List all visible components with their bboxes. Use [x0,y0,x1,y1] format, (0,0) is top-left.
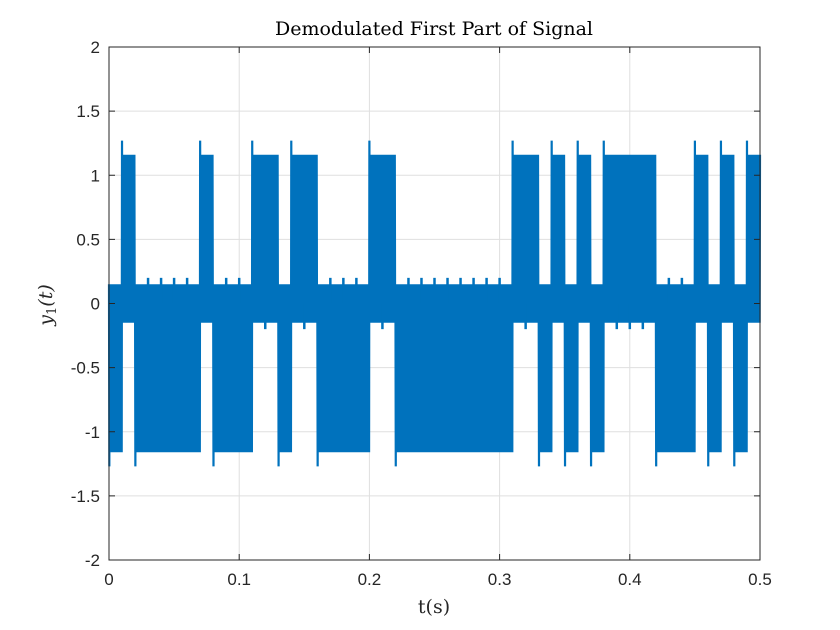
x-tick-label: 0 [104,570,113,589]
x-axis-label: t(s) [418,596,450,618]
y-axis-label-subscript: 1 [45,307,60,315]
x-tick-label: 0.4 [618,570,642,589]
chart-title: Demodulated First Part of Signal [275,18,593,40]
x-tick-label: 0.3 [488,570,512,589]
y-tick-label: 1 [91,166,100,185]
y-tick-label: 1.5 [76,102,100,121]
y-tick-label: 2 [91,38,100,57]
y-tick-label: -1 [85,423,100,442]
y-tick-label: -0.5 [71,359,100,378]
x-tick-label: 0.5 [748,570,772,589]
y-tick-label: 0 [91,295,100,314]
x-tick-label: 0.2 [358,570,382,589]
y-tick-labels: -2 -1.5 -1 -0.5 0 0.5 1 1.5 2 [71,38,100,570]
x-tick-labels: 0 0.1 0.2 0.3 0.4 0.5 [104,570,772,589]
x-tick-label: 0.1 [227,570,251,589]
y-tick-label: 0.5 [76,230,100,249]
y-axis-label-symbol: y [35,315,57,327]
y-tick-label: -1.5 [71,487,100,506]
y-axis-label: y1(t) [35,284,60,326]
svg-text:y1(t): y1(t) [35,284,60,326]
y-tick-label: -2 [85,551,100,570]
y-axis-label-argument: (t) [35,284,57,306]
tick-marks [108,46,761,561]
signal-trace [107,140,762,467]
